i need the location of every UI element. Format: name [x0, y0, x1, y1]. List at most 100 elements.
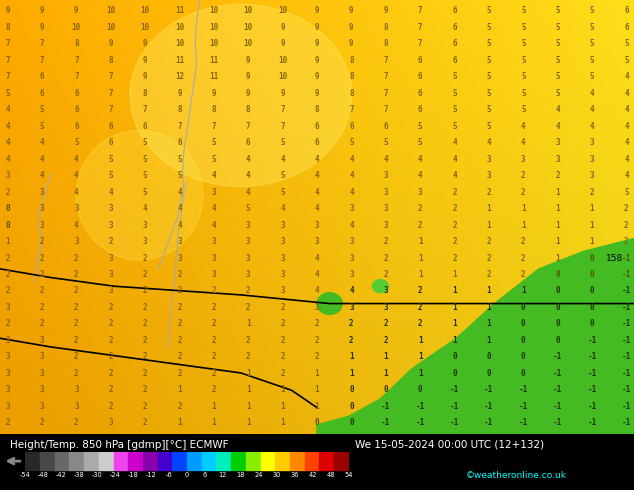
- Text: 2: 2: [74, 336, 79, 345]
- Text: 7: 7: [5, 72, 10, 81]
- Text: 2: 2: [212, 385, 216, 394]
- Text: 5: 5: [349, 138, 354, 147]
- Text: 7: 7: [384, 89, 388, 98]
- Text: 2: 2: [521, 253, 526, 263]
- Text: 3: 3: [280, 237, 285, 246]
- Text: 12: 12: [219, 472, 227, 478]
- Text: 5: 5: [590, 72, 594, 81]
- Text: 3: 3: [143, 220, 148, 229]
- Text: 3: 3: [212, 253, 216, 263]
- Text: -1: -1: [587, 352, 597, 362]
- Text: 9: 9: [349, 39, 354, 49]
- Text: 9: 9: [246, 89, 250, 98]
- Text: -1: -1: [450, 402, 459, 411]
- Text: 4: 4: [590, 122, 594, 131]
- Text: -30: -30: [92, 472, 103, 478]
- Text: 2: 2: [486, 188, 491, 196]
- Text: 3: 3: [40, 188, 44, 196]
- Text: 2: 2: [177, 336, 182, 345]
- Text: 4: 4: [418, 155, 422, 164]
- Text: 2: 2: [40, 287, 44, 295]
- Text: 5: 5: [143, 188, 148, 196]
- Text: 30: 30: [273, 472, 281, 478]
- Text: 7: 7: [246, 122, 250, 131]
- Text: 7: 7: [177, 122, 182, 131]
- Text: 4: 4: [314, 171, 320, 180]
- Text: 8: 8: [349, 72, 354, 81]
- Text: 0: 0: [521, 336, 526, 345]
- Text: 8: 8: [314, 105, 320, 114]
- Text: 4: 4: [624, 155, 629, 164]
- Text: -1: -1: [622, 369, 631, 378]
- Text: 42: 42: [309, 472, 317, 478]
- Text: 2: 2: [486, 270, 491, 279]
- Text: 4: 4: [521, 138, 526, 147]
- Text: 2: 2: [177, 287, 182, 295]
- Text: -1: -1: [622, 352, 631, 362]
- Text: 9: 9: [40, 23, 44, 32]
- Text: 6: 6: [246, 138, 250, 147]
- Text: 2: 2: [74, 418, 79, 427]
- Text: 2: 2: [143, 253, 148, 263]
- Text: -1: -1: [622, 270, 631, 279]
- Text: 9: 9: [246, 56, 250, 65]
- Text: 9: 9: [143, 56, 148, 65]
- Text: 9: 9: [384, 6, 388, 15]
- Text: 10: 10: [72, 23, 81, 32]
- Text: 0: 0: [555, 336, 560, 345]
- Text: 2: 2: [590, 188, 594, 196]
- Text: 1: 1: [452, 319, 457, 328]
- Text: 1: 1: [280, 402, 285, 411]
- Text: 4: 4: [177, 220, 182, 229]
- Text: 2: 2: [624, 220, 629, 229]
- Text: 5: 5: [555, 23, 560, 32]
- Text: 7: 7: [212, 122, 216, 131]
- Text: 5: 5: [555, 6, 560, 15]
- Text: 3: 3: [5, 369, 10, 378]
- Text: 4: 4: [314, 253, 320, 263]
- Text: 5: 5: [521, 23, 526, 32]
- Text: 0: 0: [5, 204, 10, 213]
- Text: 9: 9: [5, 6, 10, 15]
- Text: 2: 2: [108, 303, 113, 312]
- Text: 10: 10: [209, 39, 219, 49]
- Text: 2: 2: [5, 270, 10, 279]
- Text: 3: 3: [212, 237, 216, 246]
- Bar: [290, 452, 304, 470]
- Text: 1: 1: [555, 188, 560, 196]
- Text: 0: 0: [555, 303, 560, 312]
- Text: 9: 9: [314, 56, 320, 65]
- Text: 2: 2: [143, 418, 148, 427]
- Text: 1: 1: [452, 287, 457, 295]
- Text: 0: 0: [384, 385, 388, 394]
- Text: 2: 2: [280, 369, 285, 378]
- Bar: [55, 452, 70, 470]
- Text: 5: 5: [452, 105, 457, 114]
- Text: 3: 3: [246, 270, 250, 279]
- Text: 1: 1: [486, 336, 491, 345]
- Text: 6: 6: [314, 138, 320, 147]
- Text: 5: 5: [486, 23, 491, 32]
- Text: 2: 2: [246, 303, 250, 312]
- Text: 2: 2: [177, 369, 182, 378]
- Text: 1: 1: [486, 204, 491, 213]
- Text: 3: 3: [40, 402, 44, 411]
- Ellipse shape: [76, 130, 203, 260]
- Text: 5: 5: [452, 72, 457, 81]
- Text: -1: -1: [553, 418, 562, 427]
- Text: 4: 4: [74, 220, 79, 229]
- Text: 6: 6: [384, 122, 388, 131]
- Text: 4: 4: [452, 171, 457, 180]
- Text: 2: 2: [177, 352, 182, 362]
- Text: 4: 4: [5, 138, 10, 147]
- Text: 8: 8: [74, 39, 79, 49]
- Text: 5: 5: [521, 39, 526, 49]
- Text: 4: 4: [624, 72, 629, 81]
- Text: 3: 3: [486, 171, 491, 180]
- Text: 2: 2: [177, 270, 182, 279]
- Text: 3: 3: [74, 204, 79, 213]
- Text: 1: 1: [555, 237, 560, 246]
- Text: 2: 2: [349, 336, 354, 345]
- Text: 2: 2: [40, 270, 44, 279]
- Text: 2: 2: [5, 188, 10, 196]
